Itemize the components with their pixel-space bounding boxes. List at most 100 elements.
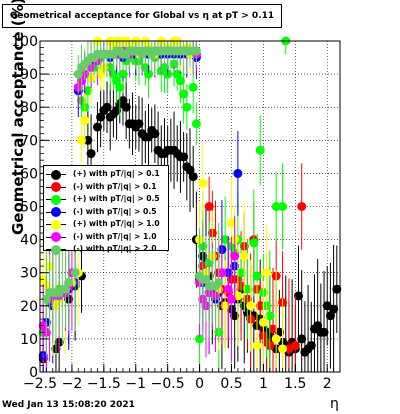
- data-point: [226, 294, 236, 304]
- y-tick-label: 80: [20, 100, 38, 116]
- data-point: [102, 102, 112, 112]
- data-point: [150, 129, 160, 139]
- x-axis-label: η: [330, 396, 339, 412]
- data-point: [134, 119, 144, 129]
- legend-entry: (-) with pT/|q| > 0.5: [44, 206, 168, 219]
- data-point: [297, 202, 307, 211]
- x-tick-label: 0: [195, 376, 204, 392]
- legend: (+) with pT/|q| > 0.1 (-) with pT/|q| > …: [43, 165, 169, 255]
- data-point: [92, 122, 102, 132]
- data-point: [297, 334, 307, 344]
- data-point: [255, 145, 265, 155]
- y-tick-label: 20: [20, 299, 38, 315]
- data-point: [230, 311, 240, 321]
- data-point: [233, 168, 243, 178]
- legend-entry: (-) with pT/|q| > 2.0: [44, 243, 168, 256]
- data-point: [220, 301, 230, 311]
- legend-entry: (+) with pT/|q| > 0.5: [44, 193, 168, 206]
- legend-entry: (-) with pT/|q| > 0.1: [44, 181, 168, 194]
- y-tick-label: 10: [20, 332, 38, 348]
- y-axis-label: Geometrical acceptance (%): [9, 0, 27, 235]
- data-point: [226, 218, 236, 228]
- data-point: [70, 268, 80, 278]
- data-point: [319, 327, 329, 337]
- data-point: [252, 271, 262, 281]
- y-tick-label: 100: [11, 34, 38, 50]
- data-point: [204, 202, 214, 211]
- data-point: [271, 202, 281, 211]
- data-point: [198, 178, 208, 188]
- data-point: [271, 334, 281, 344]
- data-series: [38, 36, 342, 372]
- legend-marker: [51, 232, 61, 242]
- data-point: [262, 268, 272, 278]
- data-point: [258, 317, 268, 327]
- data-point: [306, 341, 316, 351]
- data-point: [188, 172, 198, 182]
- data-point: [265, 311, 275, 321]
- data-point: [223, 284, 233, 294]
- legend-label: (-) with pT/|q| > 0.5: [73, 206, 157, 216]
- data-point: [252, 341, 262, 351]
- data-point: [179, 152, 189, 162]
- data-point: [76, 135, 86, 145]
- data-point: [83, 86, 93, 96]
- legend-label: (-) with pT/|q| > 1.0: [73, 231, 157, 241]
- data-point: [191, 119, 201, 129]
- data-point: [278, 202, 288, 211]
- y-tick-label: 70: [20, 133, 38, 149]
- data-point: [83, 135, 93, 145]
- data-point: [64, 278, 74, 288]
- legend-label: (-) with pT/|q| > 0.1: [73, 181, 157, 191]
- data-point: [329, 304, 339, 314]
- x-tick-label: −1.5: [87, 376, 121, 392]
- y-tick-label: 30: [20, 266, 38, 282]
- timestamp: Wed Jan 13 15:08:20 2021: [2, 400, 135, 410]
- data-point: [182, 102, 192, 112]
- data-point: [255, 301, 265, 311]
- data-point: [249, 238, 259, 248]
- data-point: [217, 268, 227, 278]
- data-point: [294, 291, 304, 301]
- y-tick-label: 0: [29, 365, 38, 381]
- data-point: [236, 268, 246, 278]
- legend-marker: [51, 244, 61, 255]
- data-point: [86, 149, 96, 159]
- y-tick-label: 90: [20, 67, 38, 83]
- axes: −2.5 −2 −1.5 −1 −0.5 0 0.5 1 1.5 2010203040506070…: [11, 34, 341, 392]
- legend-entry: (+) with pT/|q| > 1.0: [44, 218, 168, 231]
- legend-marker: [51, 182, 61, 192]
- y-tick-label: 40: [20, 233, 38, 249]
- legend-marker: [51, 207, 61, 217]
- y-tick-label: 50: [20, 200, 38, 216]
- data-point: [115, 82, 125, 92]
- data-point: [220, 235, 230, 245]
- x-tick-label: 1.5: [284, 376, 306, 392]
- data-point: [332, 284, 342, 294]
- data-point: [188, 82, 198, 92]
- data-point: [214, 278, 224, 288]
- legend-marker: [51, 194, 61, 205]
- data-point: [290, 341, 300, 351]
- data-point: [239, 251, 249, 261]
- x-tick-label: −2: [62, 376, 83, 392]
- chart-title: Geometrical acceptance for Global vs η a…: [2, 4, 282, 28]
- x-tick-label: 1: [259, 376, 268, 392]
- x-tick-label: −0.5: [151, 376, 185, 392]
- legend-marker: [51, 219, 61, 230]
- data-point: [191, 46, 201, 56]
- legend-label: (+) with pT/|q| > 0.5: [73, 194, 160, 203]
- data-point: [242, 284, 252, 294]
- legend-label: (+) with pT/|q| > 0.1: [73, 169, 160, 178]
- legend-entry: (+) with pT/|q| > 0.1: [44, 168, 168, 181]
- data-point: [230, 251, 240, 261]
- data-point: [80, 115, 90, 125]
- legend-entry: (-) with pT/|q| > 1.0: [44, 231, 168, 244]
- legend-marker: [51, 169, 61, 180]
- data-point: [246, 301, 256, 311]
- data-point: [268, 324, 278, 334]
- legend-label: (-) with pT/|q| > 2.0: [73, 244, 157, 253]
- y-tick-label: 60: [20, 166, 38, 182]
- data-point: [144, 69, 154, 79]
